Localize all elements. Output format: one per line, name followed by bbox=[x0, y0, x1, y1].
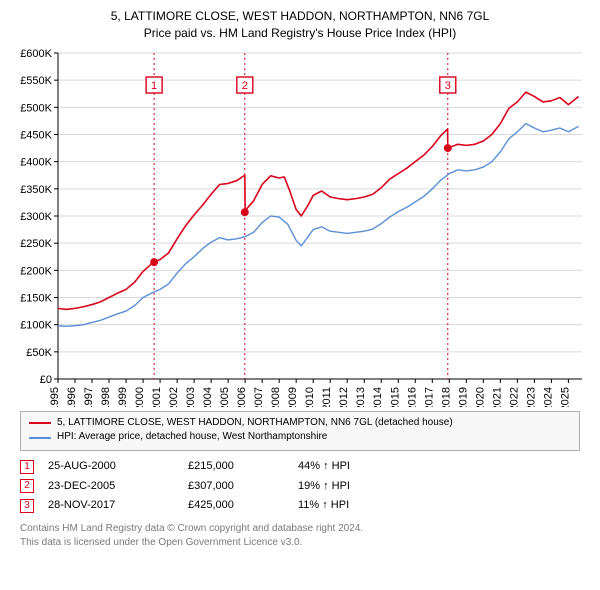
sale-price: £215,000 bbox=[188, 457, 298, 477]
svg-text:2005: 2005 bbox=[219, 387, 231, 407]
sale-row: 3 28-NOV-2017£425,00011% ↑ HPI bbox=[20, 496, 580, 516]
svg-text:£50K: £50K bbox=[26, 347, 52, 359]
svg-text:£550K: £550K bbox=[20, 75, 52, 87]
svg-text:2022: 2022 bbox=[508, 387, 520, 407]
svg-text:£350K: £350K bbox=[20, 184, 52, 196]
sale-hpi-delta: 11% ↑ HPI bbox=[298, 496, 349, 516]
sale-marker-badge: 2 bbox=[20, 479, 34, 493]
svg-text:2012: 2012 bbox=[338, 387, 350, 407]
svg-text:2009: 2009 bbox=[287, 387, 299, 407]
svg-text:2025: 2025 bbox=[559, 387, 571, 407]
sale-hpi-delta: 19% ↑ HPI bbox=[298, 477, 350, 497]
legend-swatch bbox=[29, 422, 51, 424]
svg-text:£150K: £150K bbox=[20, 292, 52, 304]
svg-text:1995: 1995 bbox=[49, 387, 61, 407]
line-chart-svg: £0 £50K £100K £150K £200K £250K £300K £350K £400… bbox=[10, 47, 590, 407]
svg-text:2008: 2008 bbox=[270, 387, 282, 407]
svg-text:2024: 2024 bbox=[542, 387, 554, 407]
svg-text:£100K: £100K bbox=[20, 319, 52, 331]
svg-text:2003: 2003 bbox=[185, 387, 197, 407]
chart-plot-area: £0 £50K £100K £150K £200K £250K £300K £350K £400… bbox=[10, 47, 590, 407]
attribution-line-1: Contains HM Land Registry data © Crown c… bbox=[20, 522, 580, 536]
svg-text:£300K: £300K bbox=[20, 211, 52, 223]
svg-text:2017: 2017 bbox=[423, 387, 435, 407]
legend-swatch bbox=[29, 437, 51, 439]
sales-table: 1 25-AUG-2000£215,00044% ↑ HPI 2 23-DEC-200… bbox=[20, 457, 580, 516]
svg-text:2018: 2018 bbox=[440, 387, 452, 407]
svg-text:1998: 1998 bbox=[100, 387, 112, 407]
svg-text:£500K: £500K bbox=[20, 102, 52, 114]
svg-text:2016: 2016 bbox=[406, 387, 418, 407]
sale-price: £307,000 bbox=[188, 477, 298, 497]
legend-row: 5, LATTIMORE CLOSE, WEST HADDON, NORTHAM… bbox=[29, 416, 571, 431]
svg-text:2014: 2014 bbox=[372, 387, 384, 407]
svg-text:£450K: £450K bbox=[20, 129, 52, 141]
sale-date: 28-NOV-2017 bbox=[48, 496, 188, 516]
sale-marker-badge: 3 bbox=[20, 499, 34, 513]
title-line-2: Price paid vs. HM Land Registry's House … bbox=[10, 25, 590, 42]
sale-hpi-delta: 44% ↑ HPI bbox=[298, 457, 350, 477]
svg-text:2000: 2000 bbox=[134, 387, 146, 407]
svg-text:£250K: £250K bbox=[20, 238, 52, 250]
chart-title: 5, LATTIMORE CLOSE, WEST HADDON, NORTHAM… bbox=[10, 8, 590, 43]
title-line-1: 5, LATTIMORE CLOSE, WEST HADDON, NORTHAM… bbox=[10, 8, 590, 25]
svg-text:2013: 2013 bbox=[355, 387, 367, 407]
svg-text:2023: 2023 bbox=[525, 387, 537, 407]
svg-text:2015: 2015 bbox=[389, 387, 401, 407]
svg-text:£0: £0 bbox=[40, 374, 52, 386]
sale-row: 2 23-DEC-2005£307,00019% ↑ HPI bbox=[20, 477, 580, 497]
svg-text:2001: 2001 bbox=[151, 387, 163, 407]
svg-text:£200K: £200K bbox=[20, 265, 52, 277]
svg-text:2007: 2007 bbox=[253, 387, 265, 407]
svg-text:£600K: £600K bbox=[20, 48, 52, 60]
sale-date: 23-DEC-2005 bbox=[48, 477, 188, 497]
svg-text:2004: 2004 bbox=[202, 387, 214, 407]
svg-text:2006: 2006 bbox=[236, 387, 248, 407]
attribution-line-2: This data is licensed under the Open Gov… bbox=[20, 536, 580, 550]
svg-text:2011: 2011 bbox=[321, 387, 333, 407]
attribution-text: Contains HM Land Registry data © Crown c… bbox=[20, 522, 580, 549]
legend: 5, LATTIMORE CLOSE, WEST HADDON, NORTHAM… bbox=[20, 411, 580, 451]
svg-text:2020: 2020 bbox=[474, 387, 486, 407]
svg-text:1997: 1997 bbox=[83, 387, 95, 407]
sale-price: £425,000 bbox=[188, 496, 298, 516]
legend-label: 5, LATTIMORE CLOSE, WEST HADDON, NORTHAM… bbox=[57, 416, 453, 431]
legend-row: HPI: Average price, detached house, West… bbox=[29, 430, 571, 445]
svg-text:2019: 2019 bbox=[457, 387, 469, 407]
sale-date: 25-AUG-2000 bbox=[48, 457, 188, 477]
legend-label: HPI: Average price, detached house, West… bbox=[57, 430, 327, 445]
svg-text:2021: 2021 bbox=[491, 387, 503, 407]
chart-container: { "title": { "line1": "5, LATTIMORE CLOS… bbox=[0, 0, 600, 555]
svg-text:2: 2 bbox=[242, 80, 248, 92]
svg-text:1999: 1999 bbox=[117, 387, 129, 407]
sale-marker-badge: 1 bbox=[20, 460, 34, 474]
svg-text:3: 3 bbox=[445, 80, 451, 92]
sale-row: 1 25-AUG-2000£215,00044% ↑ HPI bbox=[20, 457, 580, 477]
svg-text:1996: 1996 bbox=[66, 387, 78, 407]
svg-text:2010: 2010 bbox=[304, 387, 316, 407]
svg-text:£400K: £400K bbox=[20, 156, 52, 168]
svg-text:1: 1 bbox=[151, 80, 157, 92]
svg-text:2002: 2002 bbox=[168, 387, 180, 407]
